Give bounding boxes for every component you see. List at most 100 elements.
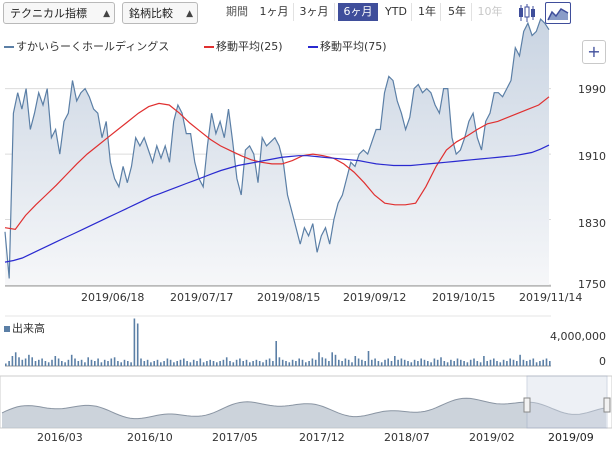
volume-bar — [196, 361, 198, 366]
volume-bar — [410, 362, 413, 367]
indicator-select-label: テクニカル指標 — [10, 7, 87, 20]
period-1y-button[interactable]: 1年 — [414, 3, 441, 21]
navigator-selection[interactable] — [526, 375, 608, 429]
volume-bar — [77, 361, 80, 366]
volume-bar — [486, 361, 488, 366]
navigator-left-handle[interactable] — [523, 397, 531, 413]
volume-bar — [84, 362, 86, 367]
volume-bar — [351, 362, 353, 367]
volume-bar — [512, 359, 515, 367]
compare-select-label: 銘柄比較 — [129, 7, 173, 20]
volume-bar — [496, 361, 498, 366]
y-tick-label: 1990 — [578, 83, 606, 96]
volume-bar — [278, 357, 281, 367]
y-tick-label: 1750 — [578, 278, 606, 291]
volume-bar — [146, 359, 149, 367]
volume-bar — [436, 359, 439, 367]
volume-bar — [34, 361, 37, 366]
volume-bar — [209, 359, 211, 367]
volume-bar — [295, 361, 297, 366]
volume-bar — [80, 359, 83, 367]
volume-bar — [456, 358, 459, 366]
volume-bar — [519, 354, 521, 367]
volume-bar — [47, 362, 50, 367]
compare-select[interactable]: 銘柄比較 ▲ — [122, 2, 198, 24]
volume-bar — [176, 361, 178, 366]
volume-bar — [262, 362, 264, 367]
price-area — [5, 19, 549, 285]
volume-bar — [371, 359, 373, 367]
volume-bar — [123, 359, 126, 367]
volume-bar — [242, 361, 244, 366]
period-ytd-button[interactable]: YTD — [381, 3, 412, 21]
volume-bar — [5, 363, 7, 366]
volume-bar — [509, 358, 511, 366]
legend-item-ma75[interactable]: 移動平均(75) — [308, 40, 387, 54]
volume-bar — [450, 359, 452, 367]
legend-item-ma25[interactable]: 移動平均(25) — [204, 40, 283, 54]
navigator-right-handle[interactable] — [603, 397, 611, 413]
volume-bar — [394, 356, 396, 366]
volume-bar — [380, 362, 383, 367]
volume-bar — [397, 359, 399, 367]
volume-bar — [212, 361, 215, 366]
add-indicator-button[interactable]: + — [582, 40, 606, 64]
volume-bar — [18, 357, 20, 367]
x-tick-label: 2019/09/12 — [343, 291, 407, 304]
period-1m-button[interactable]: 1ヶ月 — [255, 3, 294, 21]
navigator-current-label: 2019/09 — [548, 431, 594, 444]
volume-bar — [166, 358, 169, 366]
volume-bar — [192, 359, 195, 367]
volume-bar — [522, 359, 525, 367]
legend-label: すかいらーくホールディングス — [16, 40, 170, 53]
y-tick-label: 1830 — [578, 217, 606, 230]
volume-bar — [387, 358, 389, 366]
volume-bar — [469, 359, 472, 367]
navigator-area — [2, 398, 606, 428]
candlestick-icon[interactable] — [516, 2, 538, 24]
volume-swatch — [4, 326, 10, 332]
period-6m-button[interactable]: 6ヶ月 — [338, 3, 378, 21]
period-3m-button[interactable]: 3ヶ月 — [294, 3, 335, 21]
volume-bar — [291, 359, 294, 367]
volume-bar — [143, 361, 146, 366]
select-caret-icon: ▲ — [103, 9, 110, 19]
volume-bar — [400, 358, 403, 366]
volume-bar — [354, 356, 357, 366]
volume-bar — [413, 359, 416, 367]
volume-bar — [150, 362, 152, 367]
volume-bar — [334, 354, 337, 367]
volume-bar — [361, 359, 363, 367]
plus-icon: + — [587, 42, 601, 61]
volume-bar — [423, 359, 426, 367]
volume-bar — [61, 361, 63, 366]
volume-bar — [463, 361, 465, 366]
volume-bar — [206, 361, 208, 366]
volume-bar — [367, 351, 370, 366]
period-label: 期間 — [226, 5, 248, 18]
volume-bar — [311, 358, 314, 366]
volume-bar — [28, 354, 30, 367]
volume-bar — [542, 359, 544, 367]
indicator-select[interactable]: テクニカル指標 ▲ — [3, 2, 115, 24]
navigator-tick-label: 2017/12 — [299, 431, 345, 444]
volume-bar — [156, 359, 159, 367]
volume-bar — [222, 359, 225, 367]
volume-bar — [529, 359, 531, 367]
volume-bar — [516, 361, 518, 366]
legend-item-price[interactable]: すかいらーくホールディングス — [4, 40, 169, 54]
volume-bar — [186, 361, 188, 366]
volume-bar — [493, 358, 495, 366]
volume-bar — [252, 361, 254, 366]
volume-bar — [308, 361, 310, 366]
volume-bar — [549, 361, 551, 366]
volume-bar — [420, 358, 422, 366]
volume-bar — [489, 359, 492, 367]
y-tick-label: 1910 — [578, 150, 606, 163]
volume-bar — [535, 362, 538, 367]
volume-bar — [443, 361, 446, 366]
volume-bar — [38, 359, 40, 367]
area-chart-icon[interactable] — [545, 2, 571, 24]
period-5y-button[interactable]: 5年 — [443, 3, 472, 21]
